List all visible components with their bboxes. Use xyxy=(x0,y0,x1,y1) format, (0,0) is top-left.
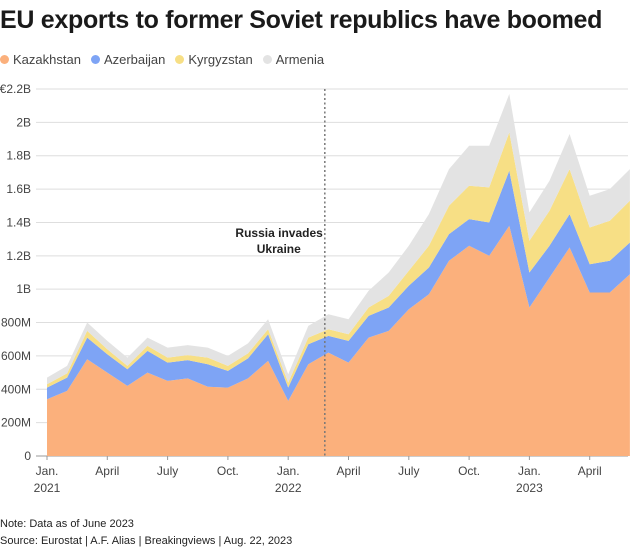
footer-source: Source: Eurostat | A.F. Alias | Breaking… xyxy=(0,535,293,547)
y-tick-label: 2B xyxy=(16,115,31,129)
y-tick-label: 1.2B xyxy=(6,249,31,263)
x-tick-label: July xyxy=(398,464,419,478)
y-tick-label: 1.4B xyxy=(6,215,31,229)
stacked-area-chart: Russia invades Ukraine 0 200M 400M 600M 800M 1… xyxy=(0,82,630,495)
annotation-line-1: Russia invades xyxy=(235,226,323,240)
annotation-line-2: Ukraine xyxy=(257,242,301,256)
y-tick-label: 600M xyxy=(1,349,31,363)
x-tick-label: Jan. xyxy=(277,464,300,478)
x-tick-label: Oct. xyxy=(217,464,239,478)
x-tick-label: Oct. xyxy=(458,464,480,478)
x-tick-label: July xyxy=(157,464,178,478)
y-tick-label: €2.2B xyxy=(0,82,31,96)
x-tick-label: Jan. xyxy=(36,464,59,478)
legend-item-armenia: Armenia xyxy=(262,52,325,67)
x-tick-label: Jan. xyxy=(518,464,541,478)
x-tick-year-label: 2021 xyxy=(34,481,61,495)
axes: 0 200M 400M 600M 800M 1B 1.2B 1.4B 1.6B 1.8B 2B €2.… xyxy=(0,82,602,495)
area-kazakhstan xyxy=(47,225,630,456)
chart-title: EU exports to former Soviet republics ha… xyxy=(0,6,603,34)
legend-item-kazakhstan: Kazakhstan xyxy=(0,52,81,67)
y-tick-label: 400M xyxy=(1,382,31,396)
area-series xyxy=(47,94,630,456)
x-tick-label: April xyxy=(578,464,602,478)
legend-label-kyrgyzstan: Kyrgyzstan xyxy=(188,52,253,67)
legend-swatch-kazakhstan xyxy=(0,55,9,64)
y-tick-label: 0 xyxy=(24,449,31,463)
legend-item-kyrgyzstan: Kyrgyzstan xyxy=(175,52,253,67)
legend: Kazakhstan Azerbaijan Kyrgyzstan Armenia xyxy=(0,52,324,67)
legend-item-azerbaijan: Azerbaijan xyxy=(90,52,166,67)
area-azerbaijan xyxy=(47,170,630,401)
x-tick-year-label: 2023 xyxy=(516,481,543,495)
annotation-layer: Russia invades Ukraine xyxy=(235,89,326,456)
legend-label-kazakhstan: Kazakhstan xyxy=(13,52,81,67)
footer-note: Note: Data as of June 2023 xyxy=(0,518,134,530)
area-kyrgyzstan xyxy=(47,132,630,388)
legend-swatch-armenia xyxy=(262,55,272,64)
legend-label-azerbaijan: Azerbaijan xyxy=(103,52,166,67)
x-tick-label: April xyxy=(95,464,119,478)
footer: Note: Data as of June 2023 Source: Euros… xyxy=(0,516,292,550)
legend-label-armenia: Armenia xyxy=(275,52,325,67)
y-tick-label: 200M xyxy=(1,416,31,430)
legend-swatch-kyrgyzstan xyxy=(175,55,185,64)
x-tick-label: April xyxy=(336,464,360,478)
legend-swatch-azerbaijan xyxy=(90,55,100,64)
y-tick-label: 1.8B xyxy=(6,149,31,163)
y-tick-label: 1.6B xyxy=(6,182,31,196)
x-tick-year-label: 2022 xyxy=(275,481,302,495)
y-tick-label: 800M xyxy=(1,316,31,330)
area-armenia xyxy=(47,94,630,385)
y-tick-label: 1B xyxy=(16,282,31,296)
